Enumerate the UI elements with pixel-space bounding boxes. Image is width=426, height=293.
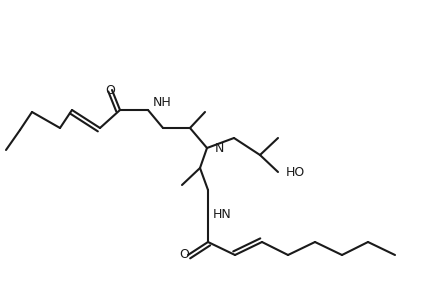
Text: O: O — [105, 84, 115, 96]
Text: HN: HN — [213, 209, 232, 222]
Text: NH: NH — [153, 96, 172, 108]
Text: N: N — [215, 142, 225, 154]
Text: O: O — [179, 248, 189, 261]
Text: HO: HO — [286, 166, 305, 178]
